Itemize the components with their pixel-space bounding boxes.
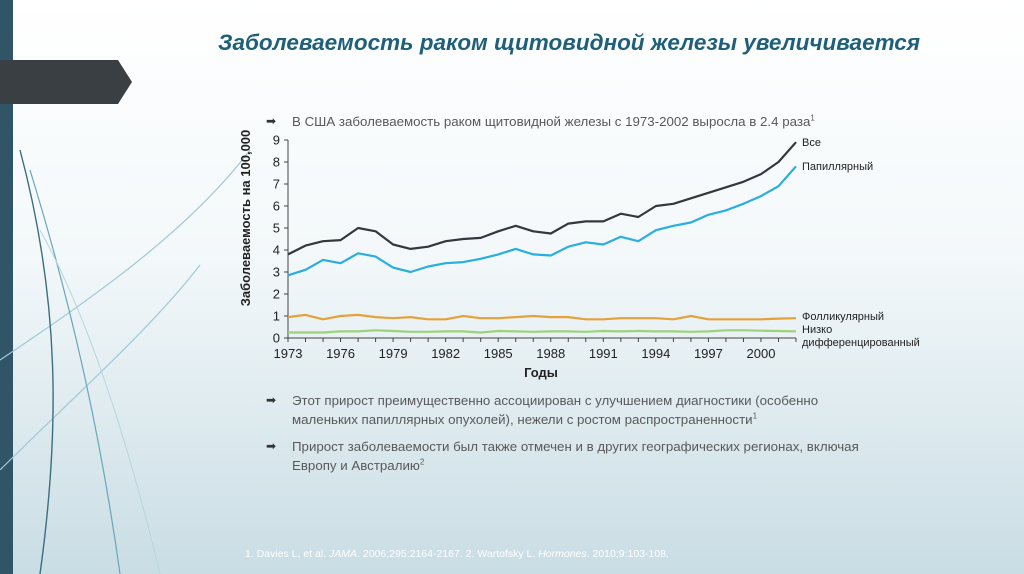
- slide-title: Заболеваемость раком щитовидной железы у…: [218, 30, 921, 55]
- x-tick-label: 1997: [694, 346, 723, 361]
- y-tick-label: 7: [273, 177, 280, 192]
- references: 1. Davies L, et al. JAMA. 2006;295:2164-…: [245, 548, 669, 560]
- bullet-3-sup: 2: [419, 457, 425, 467]
- bullet-2-sup: 1: [752, 411, 758, 421]
- y-tick-label: 1: [273, 309, 280, 324]
- y-tick-label: 8: [273, 155, 280, 170]
- ref-part-3: . 2010;9:103-108.: [586, 548, 669, 560]
- bullet-2: ➡ Этот прирост преимущественно ассоцииро…: [266, 391, 992, 429]
- series-label-3: Низко дифференцированный: [802, 324, 920, 349]
- ref-journal-2: Hormones: [538, 548, 587, 560]
- y-tick-label: 5: [273, 221, 280, 236]
- arrow-bullet-icon: ➡: [266, 439, 277, 453]
- series-label-line: Низко: [802, 324, 832, 336]
- series-label-line: дифференцированный: [802, 337, 920, 349]
- series-lines: [287, 141, 797, 334]
- bullet-2-line-1: Этот прирост преимущественно ассоциирова…: [292, 393, 819, 408]
- bullet-1-sup: 1: [810, 113, 815, 123]
- bullet-3-line-2: Европу и Австралию: [292, 458, 420, 473]
- ref-part-2: . 2006;295:2164-2167. 2. Wartofsky L.: [357, 548, 539, 560]
- y-tick-label: 0: [273, 331, 280, 346]
- series-label-line: Папиллярный: [802, 161, 873, 173]
- series-label-2: Фолликулярный: [802, 311, 884, 323]
- y-tick-label: 9: [273, 133, 280, 148]
- x-axis-title: Годы: [524, 365, 558, 380]
- series-label-0: Все: [802, 137, 821, 149]
- x-tick-label: 1985: [484, 346, 513, 361]
- series-label-line: Фолликулярный: [802, 311, 884, 323]
- y-tick-label: 2: [273, 287, 280, 302]
- arrow-bullet-icon: ➡: [266, 114, 277, 128]
- left-decor-band: [0, 0, 13, 574]
- x-tick-label: 2000: [747, 346, 776, 361]
- x-tick-label: 1988: [536, 346, 565, 361]
- series-line-0: [287, 141, 797, 256]
- series-line-3: [288, 329, 797, 334]
- ref-part-1: 1. Davies L, et al.: [245, 548, 330, 560]
- ref-journal-1: JAMA: [329, 548, 358, 560]
- bullet-1-text: В США заболеваемость раком щитовидной же…: [292, 114, 811, 129]
- y-tick-label: 3: [273, 265, 280, 280]
- bullet-3: ➡ Прирост заболеваемости был также отмеч…: [266, 437, 1002, 475]
- x-tick-label: 1991: [589, 346, 618, 361]
- y-tick-label: 6: [273, 199, 280, 214]
- y-tick-label: 4: [273, 243, 280, 258]
- arrow-bullet-icon: ➡: [266, 393, 277, 407]
- x-tick-label: 1979: [379, 346, 408, 361]
- x-tick-label: 1994: [641, 346, 670, 361]
- series-line-1: [287, 165, 797, 277]
- y-axis-title: Заболеваемость на 100,000: [238, 130, 253, 306]
- bullet-2-line-2: маленьких папиллярных опухолей), нежели …: [292, 412, 753, 427]
- bullet-3-line-1: Прирост заболеваемости был также отмечен…: [292, 439, 859, 454]
- decorative-lines: [0, 149, 251, 574]
- series-label-line: Все: [802, 137, 821, 149]
- x-tick-label: 1973: [274, 346, 303, 361]
- x-axis-ticks: 1973 1976 1979 1982 1985 1988 1991 1994 1997 2000: [274, 338, 797, 361]
- left-arrow-shape: [0, 60, 132, 104]
- x-tick-label: 1982: [431, 346, 460, 361]
- series-label-1: Папиллярный: [802, 161, 873, 173]
- bullet-1: ➡ В США заболеваемость раком щитовидной …: [266, 112, 815, 131]
- series-line-2: [287, 313, 797, 321]
- y-axis-ticks: 0 1 2 3 4 5 6 7 8 9: [273, 133, 288, 346]
- x-tick-label: 1976: [326, 346, 355, 361]
